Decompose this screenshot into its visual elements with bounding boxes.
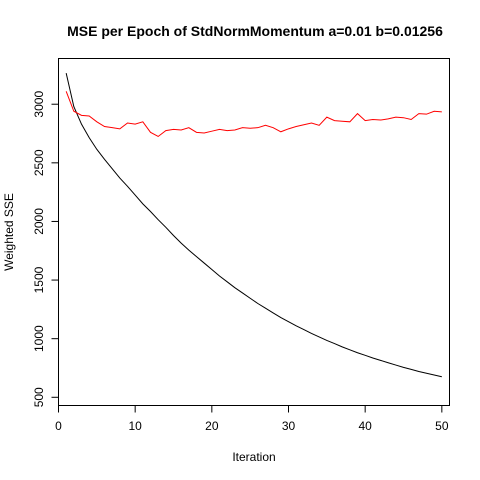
plot-frame [58, 58, 450, 406]
x-tick-label: 40 [358, 419, 372, 433]
chart-title: MSE per Epoch of StdNormMomentum a=0.01 … [67, 23, 443, 39]
series-line-2 [65, 91, 442, 138]
x-tick-label: 30 [282, 419, 296, 433]
x-tick-label: 10 [128, 419, 142, 433]
x-tick-label: 20 [205, 419, 219, 433]
series-group [65, 73, 442, 378]
y-tick-label: 3000 [32, 91, 46, 118]
series-line-1 [65, 73, 442, 378]
y-tick-label: 1000 [32, 325, 46, 352]
y-axis-label: Weighted SSE [2, 193, 16, 271]
y-tick-label: 500 [32, 387, 46, 407]
y-axis: 500 1000 1500 2000 2500 3000 [32, 91, 59, 407]
x-axis-label: Iteration [232, 450, 275, 464]
x-axis: 0 10 20 30 40 50 [55, 405, 449, 433]
y-tick-label: 2500 [32, 149, 46, 176]
y-tick-label: 2000 [32, 208, 46, 235]
x-tick-label: 0 [55, 419, 62, 433]
x-tick-label: 50 [435, 419, 449, 433]
y-tick-label: 1500 [32, 266, 46, 293]
